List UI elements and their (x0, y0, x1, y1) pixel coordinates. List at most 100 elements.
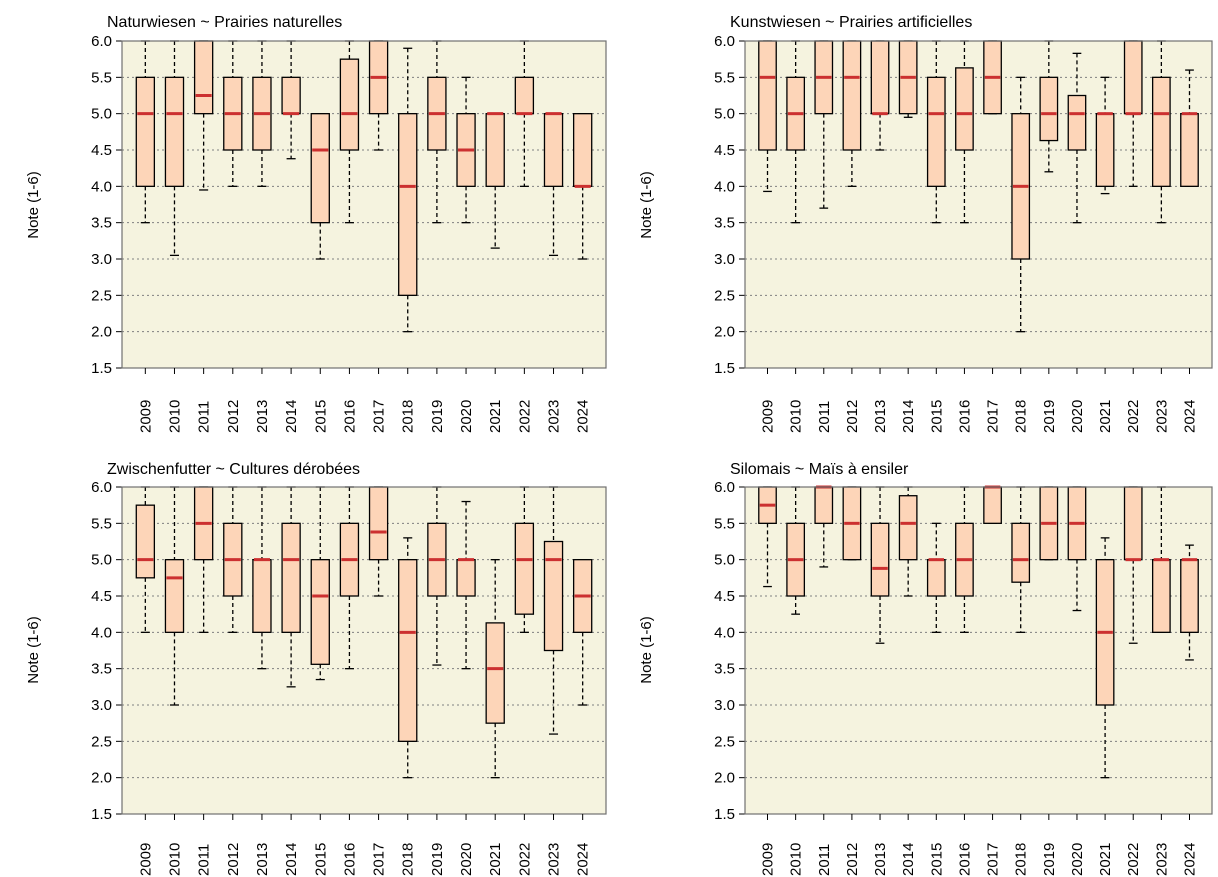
box-iqr (983, 486, 1002, 524)
box-2024 (1180, 544, 1199, 661)
x-tick-label: 2013 (254, 843, 271, 876)
box-iqr (1011, 522, 1031, 583)
plot-frame (121, 486, 607, 815)
panel-zwischenfutter: Zwischenfutter ~ Cultures dérobées Note … (25, 461, 607, 876)
box-2010 (164, 40, 185, 257)
box-2016 (955, 486, 974, 633)
box-2013 (252, 40, 272, 187)
x-tick-label: 2019 (429, 843, 446, 876)
box-iqr (368, 486, 389, 561)
x-tick-label: 2020 (1069, 400, 1086, 433)
x-tick-label: 2016 (956, 843, 973, 876)
y-tick-label: 5.5 (714, 69, 735, 86)
x-tick-label: 2018 (400, 843, 417, 876)
x-tick-label: 2013 (872, 400, 889, 433)
x-tick-label: 2014 (900, 400, 917, 433)
y-axis-label: Note (1-6) (25, 616, 42, 684)
x-tick-label: 2013 (872, 843, 889, 876)
y-tick-label: 2.5 (714, 287, 735, 304)
y-axis-label: Note (1-6) (25, 171, 42, 239)
box-2018 (398, 537, 418, 779)
plot-frame (121, 40, 607, 369)
y-tick-label: 5.0 (91, 106, 112, 123)
x-tick-label: 2017 (985, 400, 1002, 433)
x-tick-label: 2023 (1153, 843, 1170, 876)
box-iqr (1151, 76, 1171, 187)
box-2015 (310, 113, 330, 260)
box-2016 (339, 40, 360, 224)
x-tick-label: 2011 (816, 844, 833, 876)
y-tick-label: 5.0 (714, 552, 735, 569)
box-iqr (543, 113, 564, 187)
box-iqr (398, 559, 418, 742)
x-tick-label: 2019 (429, 400, 446, 433)
box-iqr (955, 67, 974, 151)
x-tick-label: 2011 (816, 401, 833, 433)
box-2023 (1151, 40, 1171, 224)
box-iqr (870, 40, 890, 115)
box-iqr (456, 559, 476, 597)
box-2009 (135, 40, 156, 224)
box-iqr (572, 113, 593, 187)
box-iqr (252, 559, 272, 633)
box-iqr (135, 76, 156, 187)
x-tick-label: 2011 (196, 401, 213, 433)
y-tick-label: 4.0 (91, 178, 112, 195)
y-tick-label: 2.5 (91, 733, 112, 750)
box-2009 (758, 486, 777, 588)
x-tick-label: 2023 (1153, 400, 1170, 433)
x-tick-label: 2024 (1181, 400, 1198, 433)
box-2014 (281, 40, 301, 160)
x-tick-label: 2022 (516, 400, 533, 433)
box-2012 (223, 486, 243, 633)
panel-kunstwiesen: Kunstwiesen ~ Prairies artificielles Not… (638, 14, 1213, 433)
x-tick-label: 2017 (985, 843, 1002, 876)
box-2010 (164, 486, 185, 706)
y-tick-label: 4.5 (714, 588, 735, 605)
box-iqr (193, 40, 214, 115)
box-iqr (281, 76, 301, 115)
y-tick-label: 5.0 (91, 552, 112, 569)
y-tick-label: 3.5 (91, 661, 112, 678)
x-tick-label: 2021 (487, 843, 504, 876)
y-tick-label: 4.0 (714, 624, 735, 641)
y-tick-label: 5.5 (91, 69, 112, 86)
x-tick-label: 2014 (283, 400, 300, 433)
box-2015 (926, 522, 946, 633)
x-tick-label: 2021 (1097, 400, 1114, 433)
box-iqr (758, 40, 777, 151)
box-2021 (1095, 76, 1115, 195)
x-tick-label: 2020 (1069, 843, 1086, 876)
y-tick-label: 2.0 (714, 324, 735, 341)
x-tick-label: 2017 (371, 843, 388, 876)
y-tick-label: 4.0 (714, 178, 735, 195)
box-iqr (1067, 94, 1087, 151)
box-iqr (1039, 76, 1059, 142)
x-tick-label: 2016 (341, 400, 358, 433)
y-tick-label: 3.5 (714, 661, 735, 678)
x-tick-label: 2019 (1041, 843, 1058, 876)
y-tick-label: 6.0 (91, 33, 112, 50)
box-2024 (572, 113, 593, 260)
x-tick-label: 2016 (341, 843, 358, 876)
box-2014 (281, 486, 301, 688)
x-tick-label: 2018 (1013, 400, 1030, 433)
box-2012 (842, 486, 862, 561)
x-tick-label: 2024 (575, 400, 592, 433)
y-tick-label: 4.5 (91, 142, 112, 159)
box-2009 (135, 486, 156, 633)
box-2015 (310, 486, 330, 681)
x-tick-label: 2009 (137, 843, 154, 876)
x-tick-label: 2018 (1013, 843, 1030, 876)
box-2018 (1011, 76, 1031, 333)
x-tick-label: 2015 (312, 843, 329, 876)
y-tick-label: 5.5 (714, 515, 735, 532)
box-iqr (310, 559, 330, 665)
x-tick-label: 2024 (575, 843, 592, 876)
x-tick-label: 2010 (788, 400, 805, 433)
box-2014 (898, 486, 918, 597)
x-tick-label: 2009 (760, 843, 777, 876)
y-tick-label: 3.0 (91, 697, 112, 714)
box-2024 (572, 559, 593, 706)
